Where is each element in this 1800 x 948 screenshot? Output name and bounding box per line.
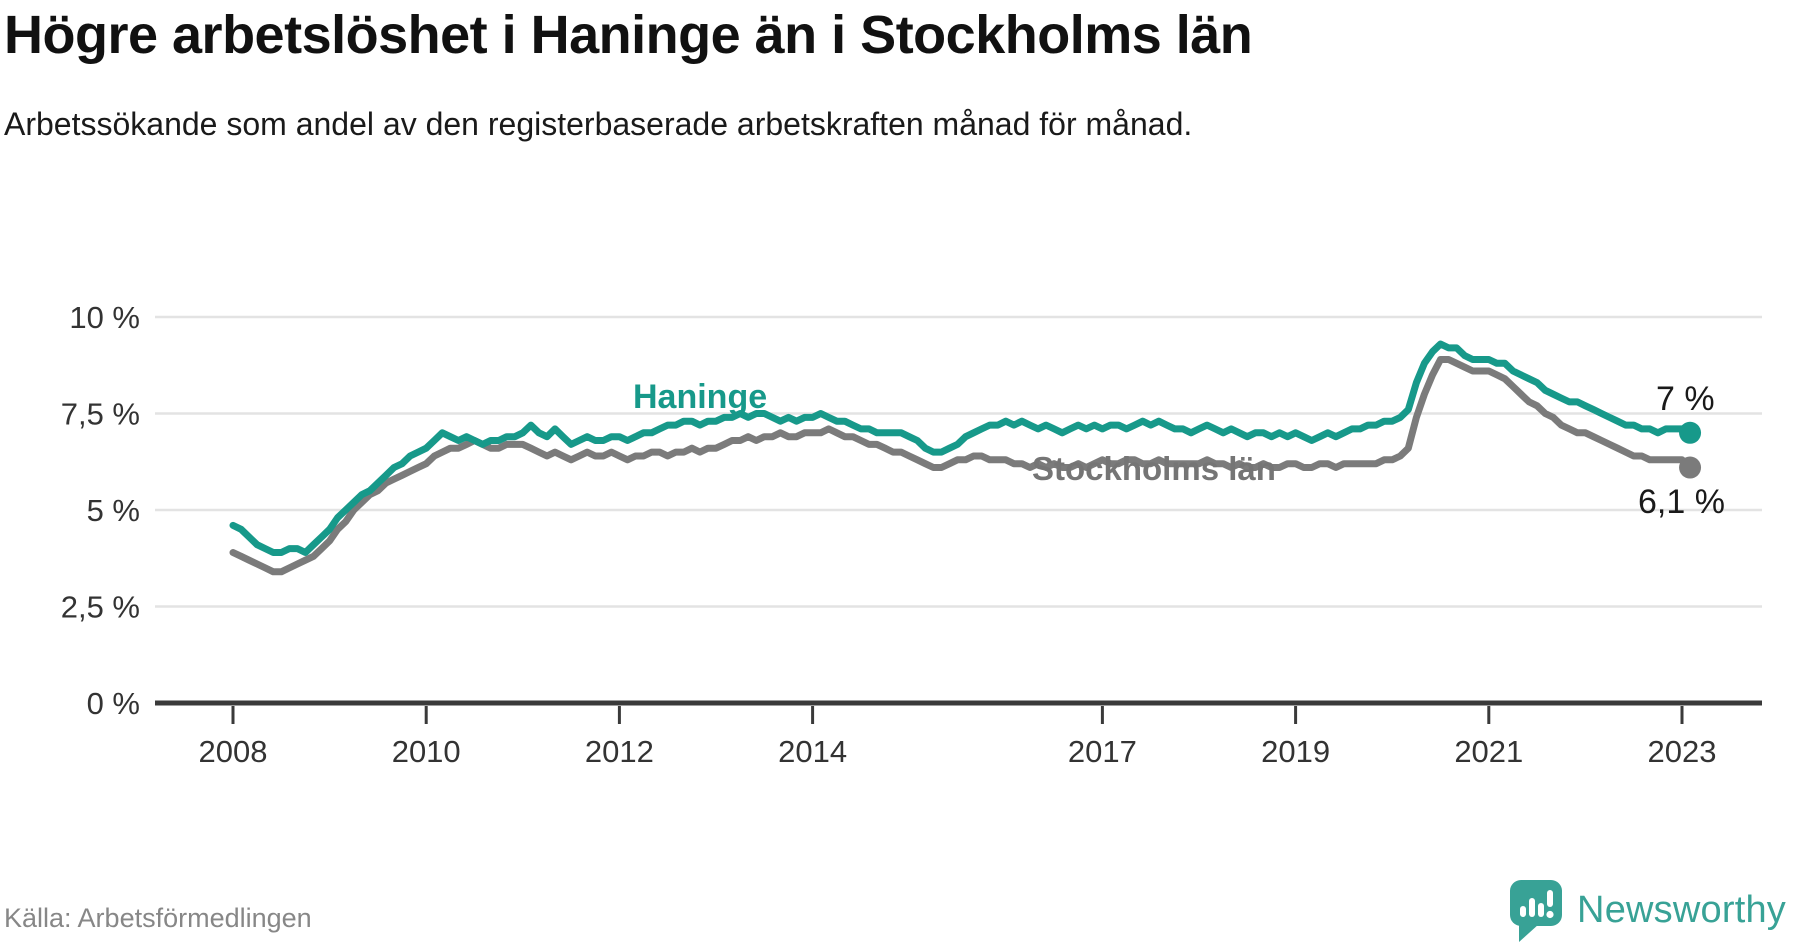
x-tick-label: 2019 [1261, 734, 1330, 769]
newsworthy-logo: Newsworthy [1509, 876, 1786, 944]
newsworthy-wordmark: Newsworthy [1577, 888, 1786, 931]
x-tick-label: 2012 [585, 734, 654, 769]
end-value-label-haninge: 7 % [1656, 380, 1715, 418]
x-tick-label: 2008 [199, 734, 268, 769]
x-tick-label: 2017 [1068, 734, 1137, 769]
source-note: Källa: Arbetsförmedlingen [4, 903, 312, 933]
y-tick-label: 7,5 % [61, 397, 140, 432]
series-end-dot-haninge [1679, 421, 1702, 444]
bar-chart-speech-bubble-icon [1510, 880, 1563, 942]
page-subtitle: Arbetssökande som andel av den registerb… [4, 106, 1193, 142]
page-title: Högre arbetslöshet i Haninge än i Stockh… [4, 5, 1253, 65]
series-line-stockholm [229, 356, 1694, 576]
y-tick-label: 0 % [87, 686, 140, 721]
series-line-haninge [229, 340, 1694, 556]
x-tick-label: 2014 [778, 734, 847, 769]
x-tick-label: 2023 [1648, 734, 1717, 769]
series-end-dot-stockholm [1679, 456, 1702, 479]
x-tick-label: 2010 [392, 734, 461, 769]
end-value-label-stockholm: 6,1 % [1638, 483, 1725, 521]
x-tick-label: 2021 [1454, 734, 1523, 769]
y-tick-label: 2,5 % [61, 590, 140, 625]
y-tick-label: 10 % [69, 300, 140, 335]
series-label-stockholm: Stockholms län [1032, 450, 1276, 487]
plot-area: 0 % 2,5 % 5 % 7,5 % 10 % 2008 2010 2012 2014 2017… [61, 300, 1762, 769]
series-label-haninge: Haninge [633, 378, 767, 416]
y-tick-label: 5 % [87, 493, 140, 528]
